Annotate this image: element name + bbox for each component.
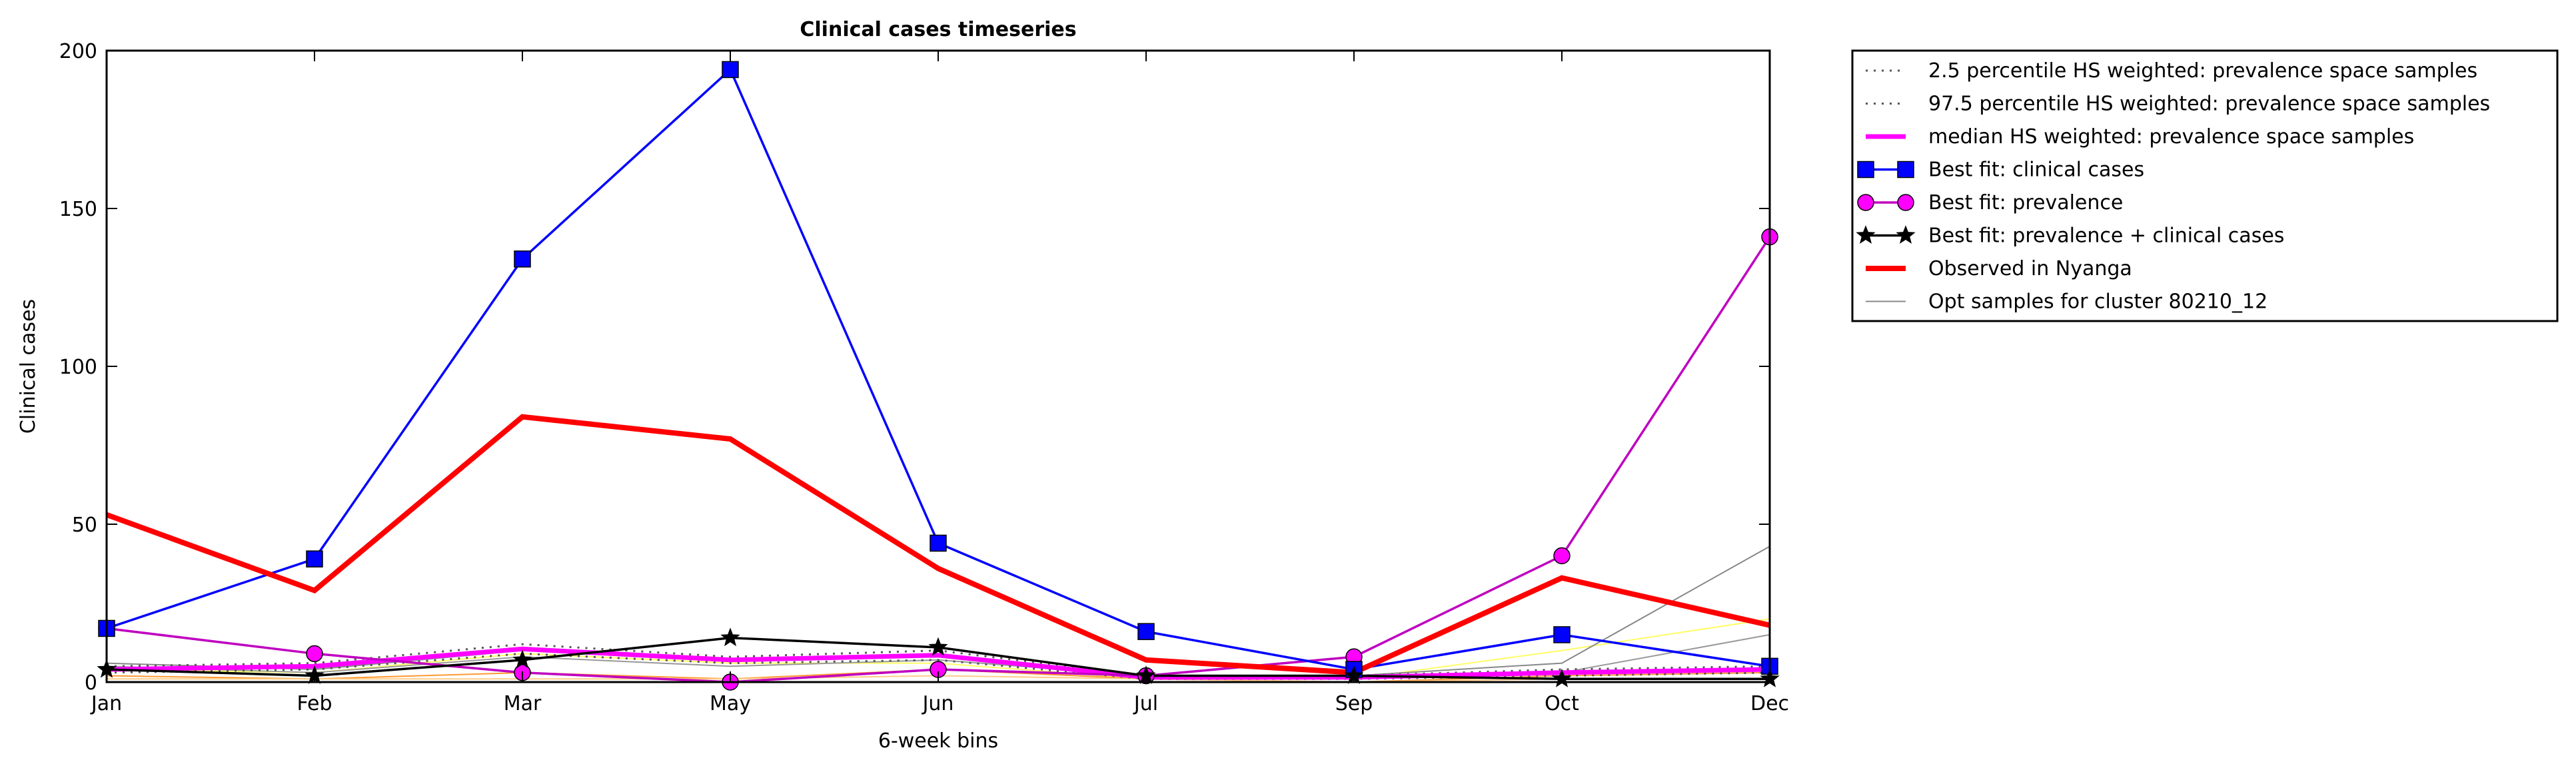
legend-marker-left-3 xyxy=(1857,161,1874,179)
legend-entry-0: 2.5 percentile HS weighted: prevalence s… xyxy=(1866,59,2477,83)
chart-title: Clinical cases timeseries xyxy=(800,18,1076,41)
legend-label-0: 2.5 percentile HS weighted: prevalence s… xyxy=(1928,59,2477,83)
legend-frame xyxy=(1851,49,2559,322)
legend-marker-right-3 xyxy=(1897,161,1914,179)
series-line-6 xyxy=(105,414,1770,675)
legend-entry-3: Best fit: clinical cases xyxy=(1857,159,2144,182)
legend-label-5: Best fit: prevalence + clinical cases xyxy=(1928,224,2284,248)
x-tick-label-3: May xyxy=(710,692,751,715)
legend-label-4: Best fit: prevalence xyxy=(1928,191,2123,214)
legend-marker-right-5 xyxy=(1896,225,1916,244)
legend-marker-left-5 xyxy=(1856,225,1876,244)
x-tick-label-5: Jul xyxy=(1133,692,1158,715)
tick-labels: Jan Feb Mar May Jun Jul Sep Oct Dec 0 50 100 150 200 xyxy=(59,40,1789,715)
x-tick-label-1: Feb xyxy=(297,692,332,715)
x-tick-label-6: Sep xyxy=(1335,692,1373,715)
series-5-point-2 xyxy=(512,649,532,669)
y-tick-label-1: 50 xyxy=(72,514,97,537)
legend: 2.5 percentile HS weighted: prevalence s… xyxy=(1851,49,2559,322)
series-3-point-4 xyxy=(930,534,947,552)
series-3-point-1 xyxy=(306,550,323,568)
plot-frame xyxy=(105,49,1771,683)
x-tick-label-7: Oct xyxy=(1545,692,1579,715)
y-tick-label-3: 150 xyxy=(59,198,97,221)
legend-entry-1: 97.5 percentile HS weighted: prevalence … xyxy=(1866,93,2490,116)
y-axis-label: Clinical cases xyxy=(17,299,40,434)
x-tick-label-0: Jan xyxy=(90,692,122,715)
legend-label-1: 97.5 percentile HS weighted: prevalence … xyxy=(1928,93,2490,116)
legend-entry-2: median HS weighted: prevalence space sam… xyxy=(1866,125,2414,149)
legend-entry-6: Observed in Nyanga xyxy=(1866,257,2132,280)
legend-marker-right-4 xyxy=(1897,194,1914,211)
x-tick-label-2: Mar xyxy=(504,692,542,715)
legend-marker-left-4 xyxy=(1857,194,1874,211)
legend-label-2: median HS weighted: prevalence space sam… xyxy=(1928,125,2414,149)
legend-entry-4: Best fit: prevalence xyxy=(1857,191,2123,214)
y-tick-label-2: 100 xyxy=(59,356,97,379)
legend-entry-5: Best fit: prevalence + clinical cases xyxy=(1856,224,2284,248)
legend-label-3: Best fit: clinical cases xyxy=(1928,159,2144,182)
series-3-point-7 xyxy=(1553,626,1571,643)
series-3-point-5 xyxy=(1137,623,1155,640)
series-3-point-2 xyxy=(514,250,531,268)
series-3-point-3 xyxy=(722,61,739,79)
x-tick-label-4: Jun xyxy=(922,692,954,715)
series-5-point-3 xyxy=(720,627,740,647)
series-line-0 xyxy=(106,652,1770,680)
series-4-point-7 xyxy=(1553,547,1571,565)
series-5-point-4 xyxy=(928,637,948,656)
x-tick-label-8: Dec xyxy=(1750,692,1789,715)
legend-label-6: Observed in Nyanga xyxy=(1928,257,2132,280)
y-tick-label-0: 0 xyxy=(85,671,97,695)
legend-items: 2.5 percentile HS weighted: prevalence s… xyxy=(1856,59,2490,314)
legend-label-7: Opt samples for cluster 80210_12 xyxy=(1928,290,2267,314)
legend-entry-7: Opt samples for cluster 80210_12 xyxy=(1866,290,2267,314)
x-axis-label: 6-week bins xyxy=(878,729,998,753)
y-tick-label-4: 200 xyxy=(59,40,97,63)
series-4-point-1 xyxy=(306,645,323,663)
